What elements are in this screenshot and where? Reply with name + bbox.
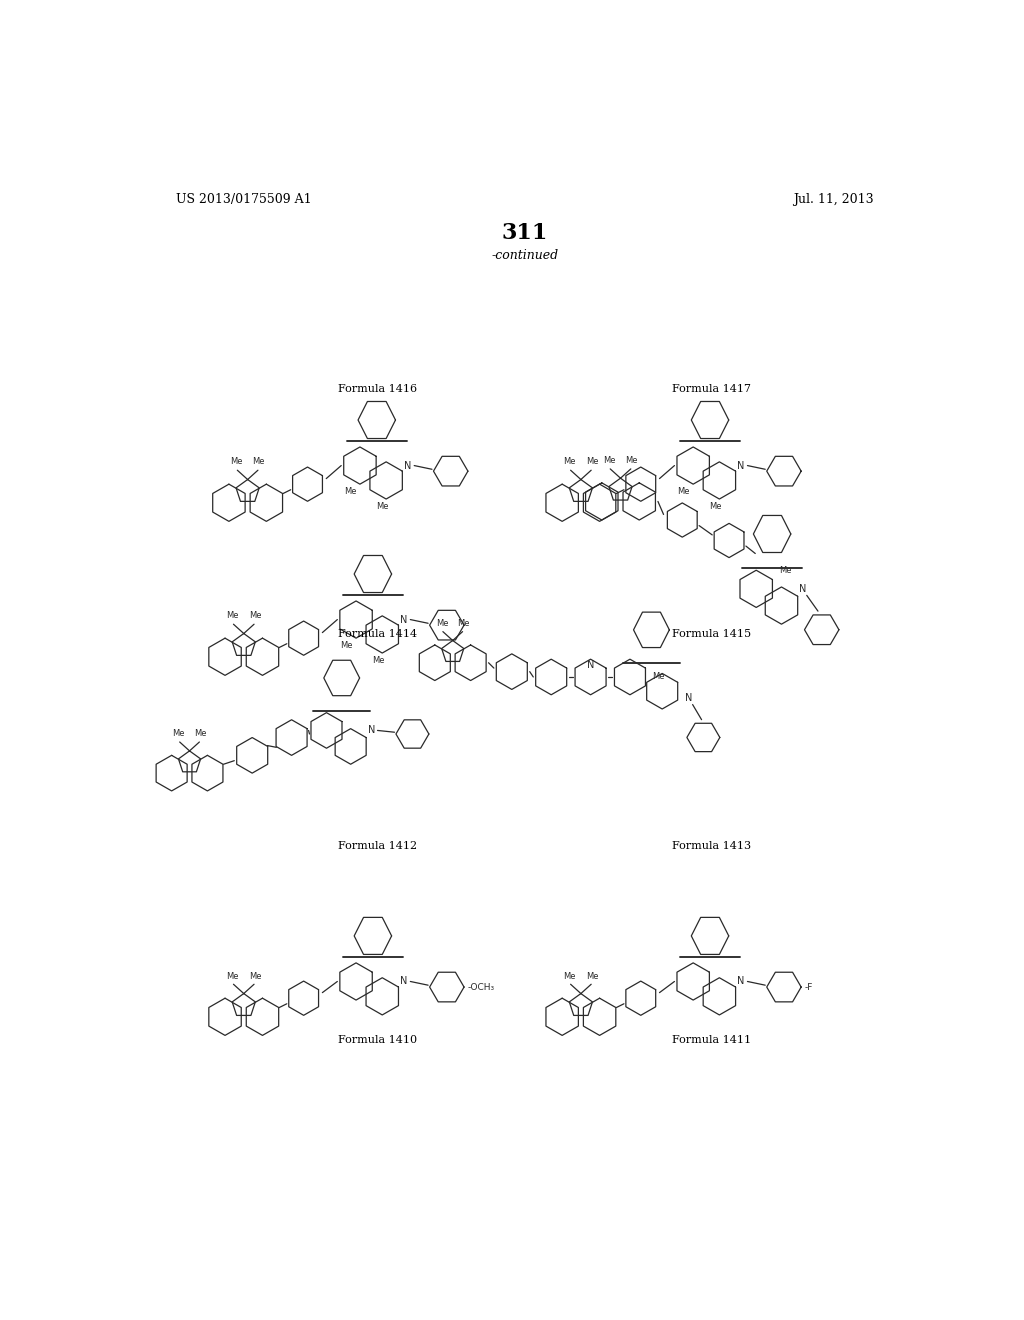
Text: Me: Me bbox=[603, 457, 615, 465]
Text: US 2013/0175509 A1: US 2013/0175509 A1 bbox=[176, 193, 311, 206]
Text: Me: Me bbox=[563, 458, 575, 466]
Text: Me: Me bbox=[373, 656, 385, 665]
Text: Me: Me bbox=[678, 487, 690, 496]
Text: Me: Me bbox=[586, 458, 598, 466]
Text: Me: Me bbox=[172, 730, 185, 738]
Text: Me: Me bbox=[249, 972, 261, 981]
Text: Formula 1415: Formula 1415 bbox=[672, 630, 751, 639]
Text: N: N bbox=[400, 615, 408, 624]
Text: Me: Me bbox=[652, 672, 665, 681]
Text: Me: Me bbox=[563, 972, 575, 981]
Text: N: N bbox=[737, 461, 744, 470]
Text: N: N bbox=[800, 583, 807, 594]
Text: -F: -F bbox=[805, 982, 813, 991]
Text: Formula 1416: Formula 1416 bbox=[338, 384, 418, 395]
Text: Me: Me bbox=[626, 457, 638, 465]
Text: 311: 311 bbox=[502, 222, 548, 244]
Text: Me: Me bbox=[344, 487, 356, 496]
Text: Formula 1414: Formula 1414 bbox=[338, 630, 418, 639]
Text: N: N bbox=[737, 977, 744, 986]
Text: Me: Me bbox=[226, 611, 239, 620]
Text: N: N bbox=[587, 660, 594, 671]
Text: Me: Me bbox=[436, 619, 449, 628]
Text: Me: Me bbox=[586, 972, 598, 981]
Text: Me: Me bbox=[194, 730, 207, 738]
Text: Me: Me bbox=[710, 502, 722, 511]
Text: Formula 1417: Formula 1417 bbox=[672, 384, 751, 395]
Text: Me: Me bbox=[230, 458, 243, 466]
Text: Me: Me bbox=[249, 611, 261, 620]
Text: -continued: -continued bbox=[492, 249, 558, 263]
Text: Me: Me bbox=[253, 458, 265, 466]
Text: N: N bbox=[404, 461, 412, 470]
Text: Formula 1411: Formula 1411 bbox=[672, 1035, 751, 1044]
Text: -OCH₃: -OCH₃ bbox=[467, 982, 495, 991]
Text: Formula 1413: Formula 1413 bbox=[672, 841, 751, 851]
Text: Me: Me bbox=[458, 619, 470, 628]
Text: Me: Me bbox=[340, 642, 353, 651]
Text: Me: Me bbox=[376, 502, 389, 511]
Text: N: N bbox=[685, 693, 692, 704]
Text: Formula 1410: Formula 1410 bbox=[338, 1035, 418, 1044]
Text: Formula 1412: Formula 1412 bbox=[338, 841, 418, 851]
Text: Me: Me bbox=[226, 972, 239, 981]
Text: Jul. 11, 2013: Jul. 11, 2013 bbox=[793, 193, 873, 206]
Text: Me: Me bbox=[778, 566, 792, 574]
Text: N: N bbox=[400, 977, 408, 986]
Text: N: N bbox=[368, 726, 375, 735]
